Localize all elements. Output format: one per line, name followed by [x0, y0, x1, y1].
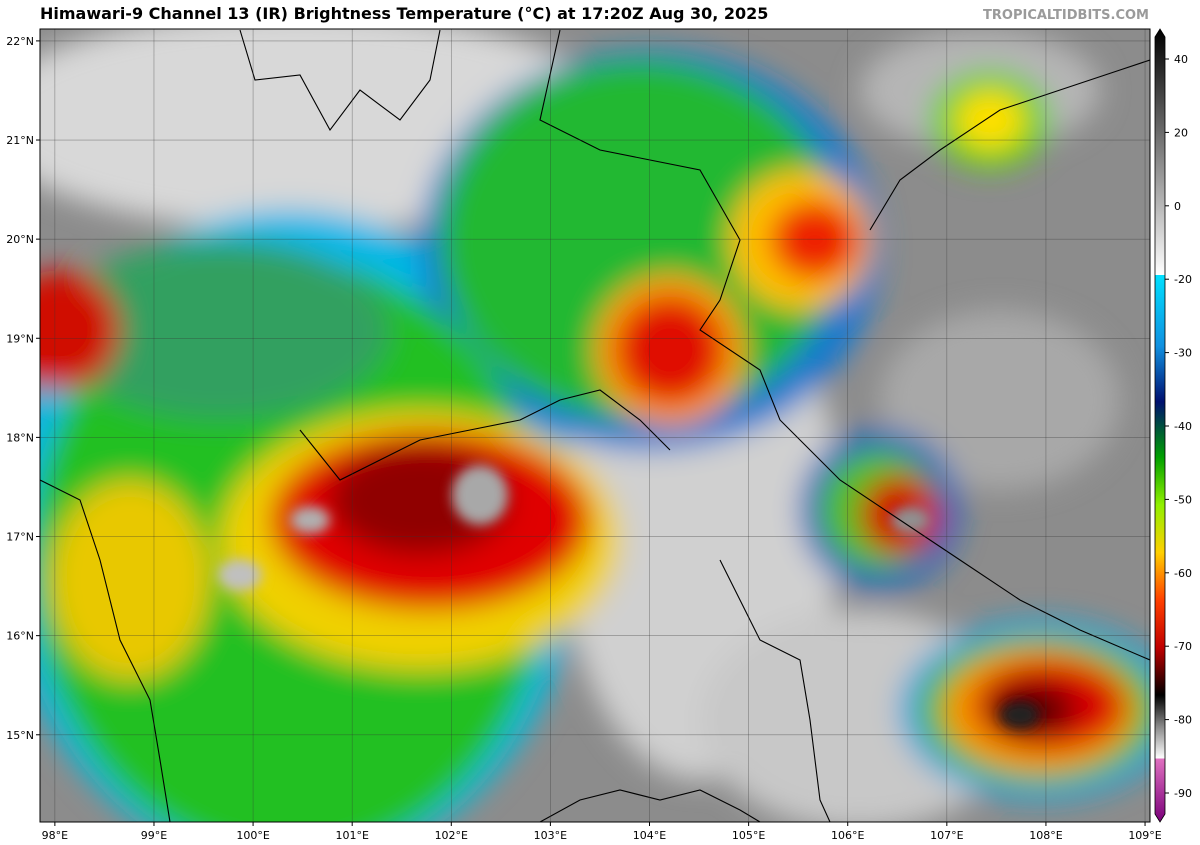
lon-tick-label: 100°E: [236, 829, 269, 842]
colorbar-tick-label: -60: [1174, 567, 1192, 580]
lat-tick-label: 17°N: [6, 531, 34, 544]
title: Himawari-9 Channel 13 (IR) Brightness Te…: [40, 4, 768, 23]
lat-tick-label: 19°N: [6, 332, 34, 345]
imagery: [40, 29, 1150, 822]
colorbar: [1154, 28, 1166, 823]
lon-tick-label: 101°E: [335, 829, 368, 842]
lat-tick-label: 18°N: [6, 431, 34, 444]
colorbar-tick-label: 40: [1174, 53, 1188, 66]
lon-tick-label: 108°E: [1029, 829, 1062, 842]
lon-tick-label: 104°E: [633, 829, 666, 842]
graticule: [40, 29, 1150, 822]
lat-tick-label: 21°N: [6, 134, 34, 147]
colorbar-tick-label: 0: [1174, 200, 1181, 213]
colorbar-tick-label: -20: [1174, 273, 1192, 286]
map-frame: [39, 28, 1151, 823]
lat-tick-label: 15°N: [6, 729, 34, 742]
colorbar-tick-label: 20: [1174, 126, 1188, 139]
lon-tick-label: 106°E: [831, 829, 864, 842]
lat-tick-label: 22°N: [6, 35, 34, 48]
lon-tick-label: 98°E: [42, 829, 68, 842]
colorbar-tick-label: -90: [1174, 787, 1192, 800]
colorbar-tick-label: -50: [1174, 493, 1192, 506]
lat-tick-label: 16°N: [6, 630, 34, 643]
colorbar-tick-label: -30: [1174, 347, 1192, 360]
lon-tick-label: 99°E: [141, 829, 167, 842]
lon-tick-label: 102°E: [435, 829, 468, 842]
watermark: TROPICALTIDBITS.COM: [983, 8, 1149, 23]
colorbar-tick-label: -80: [1174, 714, 1192, 727]
colorbar-tick-label: -40: [1174, 420, 1192, 433]
colorbar-tick-label: -70: [1174, 640, 1192, 653]
lon-tick-label: 105°E: [732, 829, 765, 842]
lon-tick-label: 103°E: [534, 829, 567, 842]
lat-tick-label: 20°N: [6, 233, 34, 246]
lon-tick-label: 107°E: [930, 829, 963, 842]
lon-tick-label: 109°E: [1128, 829, 1161, 842]
